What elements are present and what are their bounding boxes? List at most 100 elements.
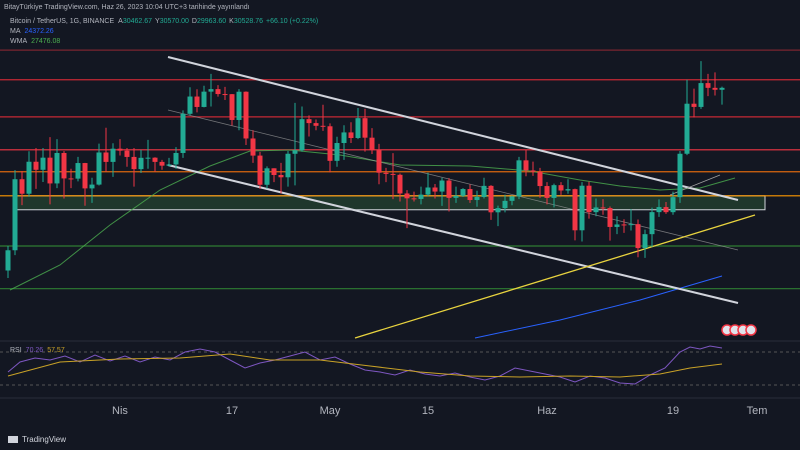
candle-body — [26, 161, 32, 194]
candle-body — [89, 184, 95, 189]
candle-body — [187, 96, 193, 114]
candle-body — [334, 143, 340, 161]
candle-body — [152, 157, 158, 162]
candle-body — [579, 185, 585, 231]
candle-body — [292, 150, 298, 154]
candle-body — [180, 113, 186, 153]
candle-body — [54, 152, 60, 184]
ohlc-prefix: Y — [155, 18, 160, 25]
candle-body — [341, 132, 347, 144]
candle-body — [201, 91, 207, 107]
candle-body — [19, 179, 25, 194]
event-icons — [721, 324, 757, 336]
candle-body — [33, 161, 39, 170]
candle-body — [446, 180, 452, 198]
x-tick-label: May — [320, 405, 341, 417]
candle-body — [593, 207, 599, 213]
candle-body — [159, 161, 165, 166]
footer: TradingView — [8, 435, 66, 444]
rsi-ma-value: 57.57 — [47, 347, 65, 354]
channel-upper — [167, 56, 739, 201]
indicator-legend-item: MA 24372.26 — [10, 28, 54, 35]
candle-body — [166, 164, 172, 166]
candle-body — [691, 103, 697, 107]
candle-body — [607, 208, 613, 227]
x-tick-label: Nis — [112, 405, 128, 417]
candle-body — [40, 157, 46, 170]
candle-body — [453, 195, 459, 198]
ma-curve — [474, 275, 723, 339]
candle-body — [376, 150, 382, 173]
candle-body — [264, 168, 270, 185]
rsi-ma-curve — [7, 353, 723, 378]
candle-body — [621, 224, 627, 226]
event-icon — [745, 324, 757, 336]
candle-body — [600, 207, 606, 209]
candle-body — [558, 185, 564, 191]
candle-body — [208, 89, 214, 92]
candle-body — [327, 126, 333, 161]
candle-body — [404, 193, 410, 199]
candle-body — [502, 200, 508, 209]
x-tick-label: 19 — [667, 405, 679, 417]
candle-body — [544, 186, 550, 198]
drawings — [9, 56, 756, 339]
candle-body — [509, 196, 515, 201]
support-trendline — [354, 214, 756, 339]
x-tick-label: 15 — [422, 405, 434, 417]
candle-body — [628, 224, 634, 226]
candle-body — [397, 174, 403, 194]
candle-body — [103, 152, 109, 162]
candle-body — [145, 157, 151, 159]
candle-body — [362, 118, 368, 138]
candle-body — [215, 89, 221, 95]
candle-body — [47, 157, 53, 184]
candle-body — [411, 198, 417, 200]
candle-body — [131, 156, 137, 170]
ohlc-prefix: K — [229, 18, 234, 25]
candle-body — [684, 103, 690, 154]
x-tick-label: Haz — [537, 405, 557, 417]
candle-body — [110, 148, 116, 162]
candle-body — [229, 94, 235, 120]
candle-body — [369, 137, 375, 151]
candle-body — [635, 224, 641, 249]
candle-body — [390, 173, 396, 175]
candle-body — [460, 189, 466, 196]
candle-body — [565, 189, 571, 191]
candle-body — [285, 153, 291, 178]
candle-body — [306, 119, 312, 124]
candle-body — [551, 185, 557, 198]
candle-body — [572, 189, 578, 231]
candle-body — [96, 152, 102, 185]
candle-body — [320, 125, 326, 127]
candle-body — [117, 148, 123, 151]
candle-body — [705, 83, 711, 88]
x-tick-label: Tem — [747, 405, 768, 417]
candle-body — [712, 87, 718, 90]
candles — [5, 61, 725, 279]
candle-body — [257, 155, 263, 185]
candle-body — [586, 185, 592, 213]
candle-body — [467, 189, 473, 201]
candle-body — [75, 163, 81, 179]
candle-body — [537, 171, 543, 187]
rsi-value: 70.26 — [26, 347, 44, 354]
zone — [14, 195, 766, 211]
change-value: +66.10 (+0.22%) — [266, 18, 318, 25]
candle-body — [299, 119, 305, 151]
candle-body — [698, 83, 704, 107]
candle-body — [425, 187, 431, 195]
candle-body — [82, 163, 88, 189]
ohlc-value: 30528.76 — [234, 18, 263, 25]
ohlc-value: 30462.67 — [123, 18, 152, 25]
candle-body — [236, 91, 242, 120]
ohlc-prefix: D — [192, 18, 197, 25]
mid-trendline — [167, 109, 739, 251]
candle-body — [313, 123, 319, 126]
candle-body — [250, 138, 256, 156]
candle-body — [677, 153, 683, 198]
candle-body — [418, 194, 424, 199]
candle-body — [173, 152, 179, 165]
candle-body — [656, 207, 662, 213]
